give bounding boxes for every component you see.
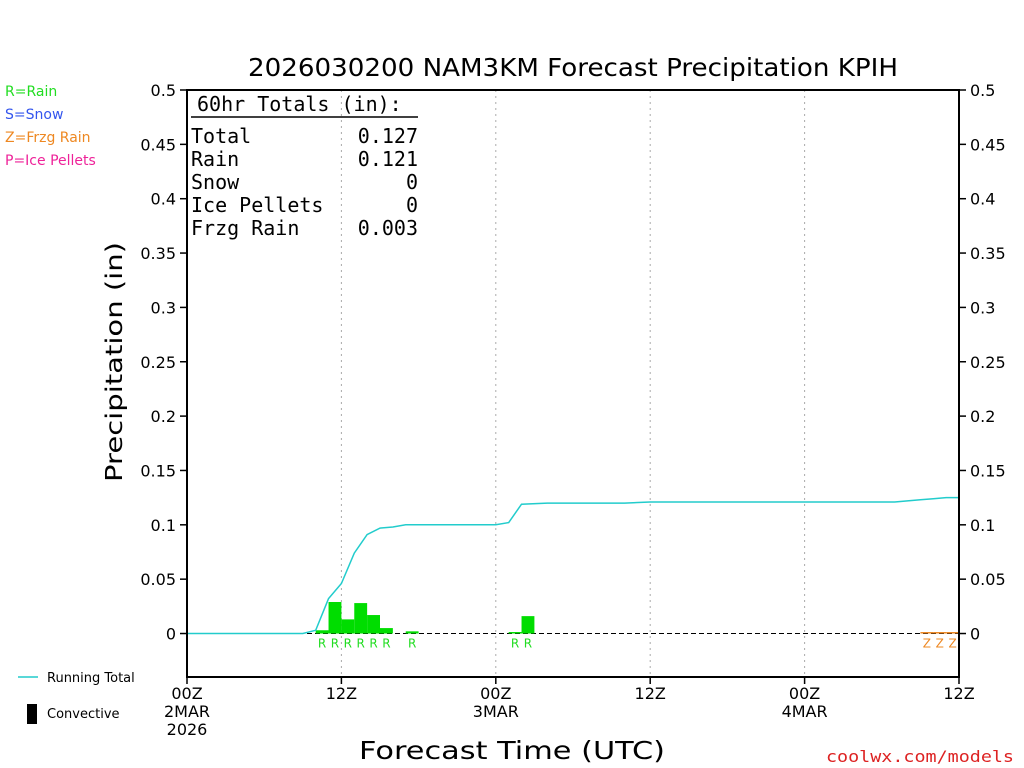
x-tick-label: 00Z bbox=[480, 684, 511, 703]
totals-row-label: Frzg Rain bbox=[191, 216, 299, 240]
ptype-legend-item: S=Snow bbox=[5, 107, 63, 123]
y-axis-label: Precipitation (in) bbox=[102, 242, 128, 482]
totals-row-label: Rain bbox=[191, 147, 239, 171]
y-tick-label-right: 0 bbox=[970, 625, 980, 644]
ptype-label-57: Z bbox=[923, 637, 931, 651]
y-tick-label-left: 0.3 bbox=[151, 298, 176, 317]
totals-row-label: Total bbox=[191, 124, 251, 148]
ptype-label-26: R bbox=[524, 637, 532, 651]
series-legend-label: Running Total bbox=[47, 671, 135, 686]
ptype-label-15: R bbox=[382, 637, 390, 651]
x-tick-label: 12Z bbox=[943, 684, 974, 703]
y-tick-label-left: 0.15 bbox=[140, 461, 176, 480]
y-tick-label-right: 0.05 bbox=[970, 570, 1006, 589]
convective-legend-swatch bbox=[27, 704, 37, 724]
x-tick-label: 2026 bbox=[167, 720, 208, 739]
credit-text: coolwx.com/models bbox=[826, 747, 1014, 766]
y-tick-label-right: 0.2 bbox=[970, 407, 995, 426]
x-tick-label: 3MAR bbox=[473, 702, 519, 721]
y-tick-label-right: 0.45 bbox=[970, 135, 1006, 154]
x-tick-label: 12Z bbox=[635, 684, 666, 703]
totals-row-value: 0 bbox=[406, 193, 418, 217]
y-tick-label-left: 0.2 bbox=[151, 407, 176, 426]
ptype-legend-item: R=Rain bbox=[5, 84, 57, 100]
y-tick-label-right: 0.5 bbox=[970, 81, 995, 100]
y-tick-label-right: 0.35 bbox=[970, 244, 1006, 263]
running-total-line bbox=[187, 496, 959, 635]
precip-bar-11 bbox=[328, 601, 342, 634]
y-tick-label-right: 0.4 bbox=[970, 190, 995, 209]
y-tick-label-left: 0.4 bbox=[151, 190, 176, 209]
series-legend-label: Convective bbox=[47, 707, 120, 722]
y-tick-label-left: 0.1 bbox=[151, 516, 176, 535]
ptype-label-59: Z bbox=[948, 637, 956, 651]
chart-title: 2026030200 NAM3KM Forecast Precipitation… bbox=[248, 53, 898, 82]
x-tick-label: 00Z bbox=[789, 684, 820, 703]
totals-row-value: 0.121 bbox=[358, 147, 418, 171]
ptype-label-25: R bbox=[511, 637, 519, 651]
y-tick-label-right: 0.1 bbox=[970, 516, 995, 535]
ptype-label-58: Z bbox=[936, 637, 944, 651]
x-tick-label: 12Z bbox=[326, 684, 357, 703]
ptype-label-13: R bbox=[357, 637, 365, 651]
ptype-label-14: R bbox=[369, 637, 377, 651]
y-tick-label-left: 0.5 bbox=[151, 81, 176, 100]
y-tick-label-right: 0.3 bbox=[970, 298, 995, 317]
ptype-label-10: R bbox=[318, 637, 326, 651]
precip-bar-15 bbox=[380, 628, 393, 634]
plot-frame bbox=[186, 89, 960, 678]
x-tick-label: 2MAR bbox=[164, 702, 210, 721]
precip-bar-59 bbox=[946, 632, 959, 634]
totals-row-label: Ice Pellets bbox=[191, 193, 323, 217]
y-tick-label-left: 0.45 bbox=[140, 135, 176, 154]
totals-row-label: Snow bbox=[191, 170, 240, 194]
totals-title: 60hr Totals (in): bbox=[197, 92, 402, 116]
totals-row-value: 0.003 bbox=[358, 216, 418, 240]
x-axis-label: Forecast Time (UTC) bbox=[359, 736, 665, 765]
ptype-label-17: R bbox=[408, 637, 416, 651]
precip-bar-13 bbox=[354, 603, 368, 634]
ptype-legend-item: P=Ice Pellets bbox=[5, 153, 96, 169]
precip-bar-10 bbox=[315, 630, 329, 634]
precip-bar-12 bbox=[341, 619, 355, 634]
y-tick-label-right: 0.15 bbox=[970, 461, 1006, 480]
ptype-label-11: R bbox=[331, 637, 339, 651]
precip-bar-25 bbox=[508, 632, 522, 634]
y-tick-label-left: 0.05 bbox=[140, 570, 176, 589]
x-tick-label: 4MAR bbox=[782, 702, 828, 721]
precip-bar-14 bbox=[367, 615, 380, 634]
precip-bar-17 bbox=[405, 631, 419, 634]
y-tick-label-left: 0 bbox=[166, 625, 176, 644]
y-tick-label-left: 0.25 bbox=[140, 353, 176, 372]
x-tick-label: 00Z bbox=[171, 684, 202, 703]
ptype-label-12: R bbox=[344, 637, 352, 651]
precip-bar-26 bbox=[521, 616, 535, 634]
totals-row-value: 0 bbox=[406, 170, 418, 194]
precip-bar-58 bbox=[933, 632, 947, 634]
y-tick-label-left: 0.35 bbox=[140, 244, 176, 263]
totals-row-value: 0.127 bbox=[358, 124, 418, 148]
y-tick-label-right: 0.25 bbox=[970, 353, 1006, 372]
precip-bar-57 bbox=[920, 632, 934, 634]
ptype-legend-item: Z=Frzg Rain bbox=[5, 130, 91, 146]
